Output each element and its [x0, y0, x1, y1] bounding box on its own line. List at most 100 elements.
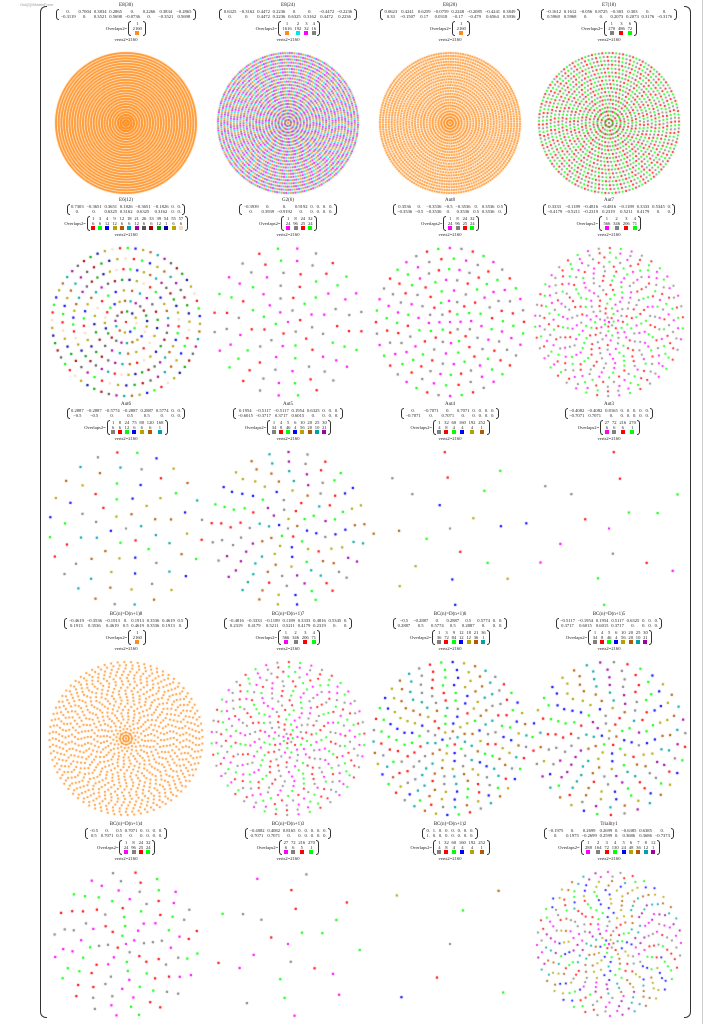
overlap-value: 288 [585, 844, 592, 850]
overlap-value: 34 [592, 634, 598, 640]
overlaps-label: Overlaps2= [410, 424, 432, 430]
color-swatch [124, 430, 129, 435]
projection-title: Aut4 [445, 402, 455, 407]
projection-cell: E8(24) 0.6325 −0.3162 0.4472 0.2236 0. 0. −0.44… [207, 3, 369, 195]
matrix-cell: −0.303 [610, 9, 624, 14]
matrix-cell: 0. [438, 833, 443, 839]
color-swatch [612, 430, 617, 435]
overlap-value: 4 [452, 424, 455, 430]
matrix-cell: 0.5698 [177, 14, 191, 20]
overlap-value: 10 [635, 634, 641, 640]
color-swatch [604, 226, 609, 231]
matrix-cell: −0.1913 [104, 618, 120, 623]
matrix-cell: 0. [463, 828, 468, 833]
overlap-value: 25 [138, 844, 144, 850]
projection-cell: BC(n)=D(n+1)5 −0.5117 −0.1954 0.1954 0.5117 0… [528, 612, 690, 817]
color-swatch [600, 640, 605, 645]
output-label: Out[2]//MatrixForm [20, 2, 54, 7]
overlap-value: 12 [124, 424, 130, 430]
matrix-cell: 0. [446, 408, 450, 413]
color-swatch [444, 640, 449, 645]
overlap-value: 48 [628, 844, 634, 850]
matrix-cell: 0. [484, 413, 489, 419]
overlap-value: 566 [603, 220, 611, 226]
color-swatch [451, 430, 456, 435]
verts-label: verts2=2160 [276, 855, 300, 861]
overlap-value: 6 [111, 424, 115, 430]
matrix-cell: 0.4179 [247, 623, 261, 629]
matrix-cell: −0.2236 [336, 9, 353, 14]
color-swatch [460, 430, 465, 435]
overlap-value: 1 [605, 215, 609, 221]
overlap-value: 3 [304, 629, 307, 635]
overlap-value: 6 [118, 424, 122, 430]
overlap-value: 27 [604, 419, 610, 425]
overlap-value: 20 [307, 419, 312, 425]
color-swatch [311, 31, 316, 36]
color-swatch [444, 850, 449, 855]
matrix-cell: 0.2266 [142, 9, 156, 14]
overlap-value: 12 [458, 629, 464, 635]
matrix-cell: 0. [130, 9, 135, 14]
overlap-value: 57 [178, 215, 184, 221]
matrix-cell: 0. [299, 209, 303, 215]
matrix-cell: 0.4472 [257, 14, 270, 20]
matrix-cell: 0.6325 [626, 618, 640, 623]
matrix-cell: 0. [308, 9, 312, 14]
overlap-value: 270 [308, 839, 315, 845]
overlap-value: 4 [614, 839, 617, 845]
overlap-value: 4 [452, 844, 455, 850]
overlap-value: 8 [600, 634, 604, 640]
matrix-cell: 0. [438, 828, 443, 833]
matrix-cell: 0. [599, 14, 604, 20]
overlap-value: 4 [279, 419, 283, 425]
overlap-value: 72 [611, 419, 617, 425]
projection-title: E8(30) [119, 3, 133, 8]
projection-cell: Aut3 −0.4082 −0.4082 0.8165 0. 0. 0. 0. 0. −0.707… [528, 402, 690, 607]
matrix-cell: 0.1913 [70, 623, 83, 629]
matrix-cell: 0.7071 [441, 413, 455, 419]
matrix-cell: 0. [498, 623, 503, 629]
projection-title: Aut3 [604, 402, 614, 407]
overlap-value: 4 [470, 424, 474, 430]
overlaps-label: Overlaps2= [581, 25, 603, 31]
overlaps-matrix: 1 3 4 9 12 18 21 26 33 39 54 55 57 6 6 12 12 6 6 12 6 6 12 1 6 6 [86, 215, 188, 232]
color-swatch [479, 850, 484, 855]
matrix-cell: 0. [626, 408, 631, 413]
overlap-value: 96 [131, 844, 136, 850]
matrix-cell: 0. [642, 623, 646, 629]
matrix-cell: 0.7071 [124, 828, 138, 833]
overlaps-matrix: 1 2160 [452, 20, 471, 37]
overlap-value: 56 [300, 424, 305, 430]
color-swatch [308, 226, 313, 231]
color-swatch [628, 640, 633, 645]
overlap-value: 21 [643, 634, 648, 640]
matrix-cell: 0. [333, 623, 337, 629]
overlap-value: 36 [481, 629, 486, 635]
overlaps-label: Overlaps2= [105, 634, 128, 640]
matrix-cell: 0. [639, 413, 643, 419]
projection-matrix: 0.3333 −0.1189 −0.4816 −0.4816 −0.1189 0.3333… [542, 204, 676, 215]
color-swatch [279, 430, 284, 435]
color-swatch [604, 850, 609, 855]
color-swatch [285, 31, 290, 36]
overlap-value: 72 [627, 25, 633, 31]
overlap-value: 1 [482, 634, 485, 640]
overlap-value: 6 [292, 844, 295, 850]
overlap-value: 3 [625, 215, 628, 221]
overlaps-matrix: 1 32 60 160 192 252 4 8 4 4 4 1 [432, 839, 490, 856]
matrix-cell: −0.479 [467, 14, 481, 20]
matrix-cell: 0.7071 [588, 413, 602, 419]
overlap-value: 8 [445, 844, 448, 850]
matrix-cell: 0. [570, 828, 575, 833]
matrix-cell: −0.2699 [581, 833, 597, 839]
matrix-cell: 0.4816 [313, 618, 326, 623]
projection-plot [45, 51, 207, 195]
matrix-cell: −0.1189 [565, 204, 581, 209]
matrix-cell: 0.5 [116, 828, 122, 833]
color-swatch [127, 226, 132, 231]
overlap-value: 20 [628, 634, 633, 640]
matrix-cell: 0.2865 [109, 9, 122, 14]
matrix-cell: −0.1612 [545, 9, 562, 14]
matrix-cell: 0. [310, 833, 315, 839]
